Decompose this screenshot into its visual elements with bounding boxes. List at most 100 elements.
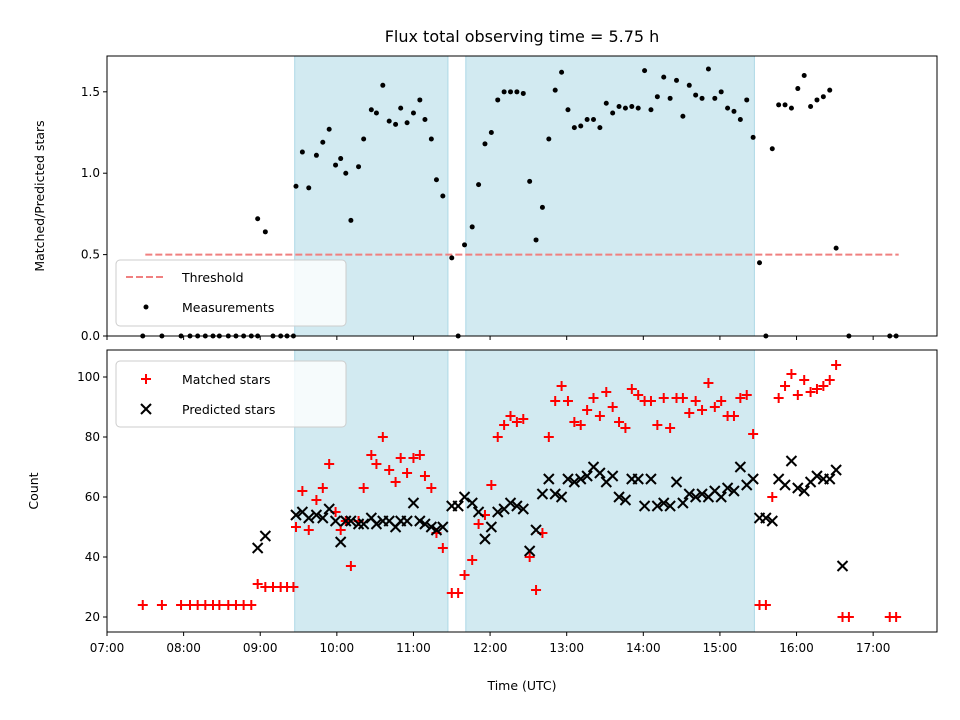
matched-star-point	[395, 453, 406, 463]
bottom-y-ticks: 20 40 60 80 100	[77, 370, 107, 624]
measurement-point	[769, 146, 775, 152]
predicted-star-point	[259, 530, 272, 542]
measurement-point	[565, 107, 571, 113]
matched-star-point	[137, 600, 148, 610]
legend-measurements-label: Measurements	[182, 300, 274, 315]
matched-star-point	[575, 420, 586, 430]
cross-b	[543, 473, 555, 485]
matched-star-point	[562, 396, 573, 406]
measurement-point	[725, 105, 731, 111]
matched-star-point	[601, 387, 612, 397]
bottom-y-tick-label: 60	[85, 490, 100, 504]
matched-star-point	[811, 384, 822, 394]
measurement-point	[386, 118, 392, 124]
measurement-point	[546, 136, 552, 142]
predicted-star-point	[613, 491, 625, 503]
measurement-point	[795, 86, 801, 92]
predicted-star-point	[734, 461, 747, 473]
predicted-star-point	[323, 503, 335, 515]
predicted-star-point	[568, 476, 581, 488]
measurement-point	[622, 105, 628, 111]
measurement-point	[404, 120, 410, 126]
cross-b	[383, 515, 395, 527]
cross-b	[760, 512, 772, 524]
matched-star-point	[176, 600, 187, 610]
matched-star-point	[499, 420, 510, 430]
predicted-star-point	[747, 473, 759, 485]
predicted-star-point	[504, 497, 517, 509]
measurement-point	[705, 66, 711, 72]
measurement-point	[801, 73, 807, 79]
cross-b	[785, 455, 798, 467]
measurement-point	[642, 68, 648, 74]
predicted-star-point	[485, 521, 498, 533]
cross-b	[334, 536, 347, 548]
matched-star-point	[626, 384, 637, 394]
measurement-point	[306, 185, 312, 191]
top-y-tick-label: 1.5	[81, 85, 100, 99]
measurement-point	[501, 89, 507, 95]
matched-star-point	[303, 525, 314, 535]
cross-b	[452, 500, 464, 512]
measurement-points	[140, 66, 899, 339]
cross-b	[140, 403, 152, 415]
measurement-point	[262, 229, 268, 235]
cross-b	[632, 473, 644, 485]
cross-b	[562, 473, 574, 485]
predicted-star-point	[606, 470, 619, 482]
predicted-star-point	[645, 473, 657, 485]
matched-star-point	[767, 492, 778, 502]
predicted-star-point	[407, 497, 420, 509]
cross-b	[492, 506, 504, 518]
measurement-point	[737, 116, 743, 122]
cross-b	[728, 485, 740, 497]
measurement-point	[750, 134, 756, 140]
cross-b	[613, 491, 625, 503]
measurement-point	[293, 183, 299, 189]
matched-star-point	[414, 450, 425, 460]
matched-star-point	[288, 582, 299, 592]
predicted-star-point	[352, 518, 365, 530]
matched-star-point	[324, 459, 335, 469]
legend-predicted-label: Predicted stars	[182, 402, 275, 417]
matched-star-point	[728, 411, 739, 421]
x-tick-label: 13:00	[549, 641, 584, 655]
predicted-star-point	[472, 506, 485, 518]
x-tick-label: 17:00	[856, 641, 891, 655]
cross-b	[715, 491, 727, 503]
cross-b	[296, 506, 309, 518]
measurement-point	[488, 130, 494, 136]
matched-star-point	[467, 555, 478, 565]
top-legend: Threshold Measurements	[115, 259, 347, 327]
matched-star-point	[741, 390, 752, 400]
predicted-star-point	[303, 512, 315, 524]
measurement-point	[699, 95, 705, 101]
matched-star-point	[773, 393, 784, 403]
predicted-star-point	[632, 473, 644, 485]
cross-b	[425, 521, 438, 533]
predicted-star-point	[517, 503, 529, 515]
predicted-star-point	[334, 536, 347, 548]
matched-star-point	[843, 612, 854, 622]
measurement-point	[616, 103, 622, 109]
cross-b	[340, 515, 352, 527]
predicted-star-point	[728, 485, 740, 497]
predicted-star-point	[581, 470, 593, 482]
measurement-point	[482, 141, 488, 147]
matched-star-point	[345, 561, 356, 571]
x-tick-label: 11:00	[396, 641, 431, 655]
matched-star-point	[453, 588, 464, 598]
top-y-tick-label: 0.5	[81, 248, 100, 262]
measurement-point	[393, 121, 399, 127]
top-y-tick-label: 1.0	[81, 166, 100, 180]
top-legend-box	[115, 259, 347, 327]
matched-star-point	[716, 396, 727, 406]
matched-star-point	[492, 432, 503, 442]
predicted-star-point	[357, 518, 370, 530]
legend-x-marker	[140, 403, 152, 415]
matched-star-point	[384, 465, 395, 475]
cross-b	[407, 497, 420, 509]
legend-matched-label: Matched stars	[182, 372, 270, 387]
matched-star-point	[156, 600, 167, 610]
